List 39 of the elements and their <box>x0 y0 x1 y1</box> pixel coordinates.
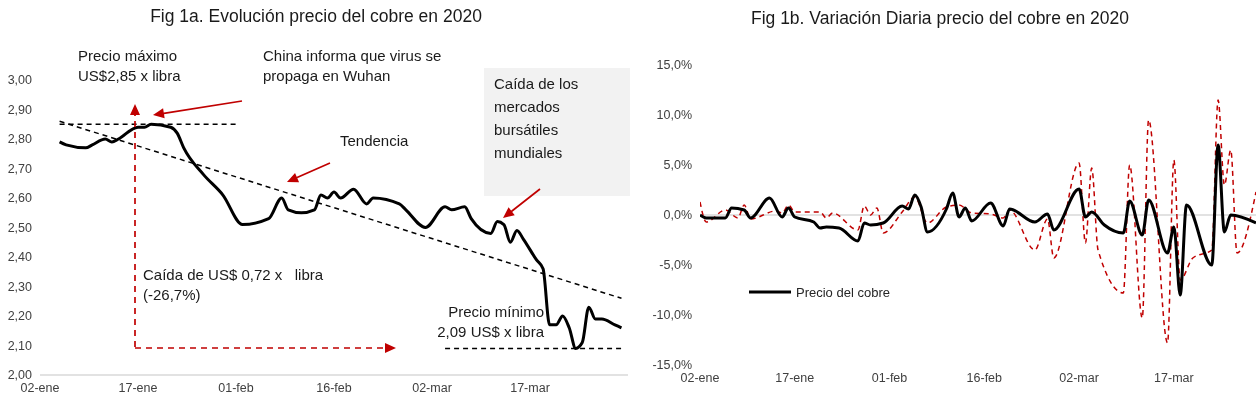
annotation: Tendencia <box>340 131 410 151</box>
y-tick-label: 2,40 <box>7 250 33 265</box>
chart-title: Fig 1b. Variación Diaria precio del cobre en 2020 <box>750 8 1130 28</box>
y-tick-label: 2,60 <box>7 191 33 206</box>
annotation: China informa que virus se propaga en Wuhan <box>263 46 443 86</box>
x-tick-label: 17-ene <box>118 380 158 395</box>
y-tick-label: 2,10 <box>7 338 33 353</box>
chart-title: Fig 1a. Evolución precio del cobre en 2020 <box>150 6 482 26</box>
x-tick-label: 16-feb <box>316 380 352 395</box>
y-tick-label: 2,20 <box>7 309 33 324</box>
y-tick-label: 3,00 <box>7 73 33 88</box>
y-tick-label: 5,0% <box>663 158 692 173</box>
y-tick-label: 2,50 <box>7 220 33 235</box>
x-tick-label: 02-ene <box>20 380 60 395</box>
y-tick-label: 2,70 <box>7 161 33 176</box>
y-tick-label: 10,0% <box>656 108 692 123</box>
legend-label: Precio del cobre <box>796 284 890 300</box>
x-tick-label: 01-feb <box>871 370 908 385</box>
y-tick-label: 2,80 <box>7 132 33 147</box>
annotation: Precio mínimo 2,09 US$ x libra <box>436 302 544 342</box>
y-tick-label: 2,90 <box>7 102 33 117</box>
y-tick-label: 2,30 <box>7 279 33 294</box>
y-tick-label: 0,0% <box>663 208 692 223</box>
x-tick-label: 16-feb <box>966 370 1003 385</box>
x-tick-label: 02-ene <box>680 370 720 385</box>
x-tick-label: 17-ene <box>775 370 815 385</box>
annotation: Caída de US$ 0,72 x libra (-26,7%) <box>143 265 325 305</box>
x-tick-label: 02-mar <box>412 380 452 395</box>
x-tick-label: 02-mar <box>1059 370 1099 385</box>
x-tick-label: 01-feb <box>218 380 254 395</box>
annotation: Precio máximo US$2,85 x libra <box>78 46 182 86</box>
y-tick-label: 2,00 <box>7 368 33 383</box>
annotation: Caída de los mercados bursátiles mundiales <box>494 74 580 163</box>
x-tick-label: 17-mar <box>1154 370 1194 385</box>
y-tick-label: -15,0% <box>652 358 692 373</box>
y-tick-label: -5,0% <box>659 258 692 273</box>
y-tick-label: -10,0% <box>652 308 692 323</box>
x-tick-label: 17-mar <box>510 380 550 395</box>
y-tick-label: 15,0% <box>656 58 692 73</box>
